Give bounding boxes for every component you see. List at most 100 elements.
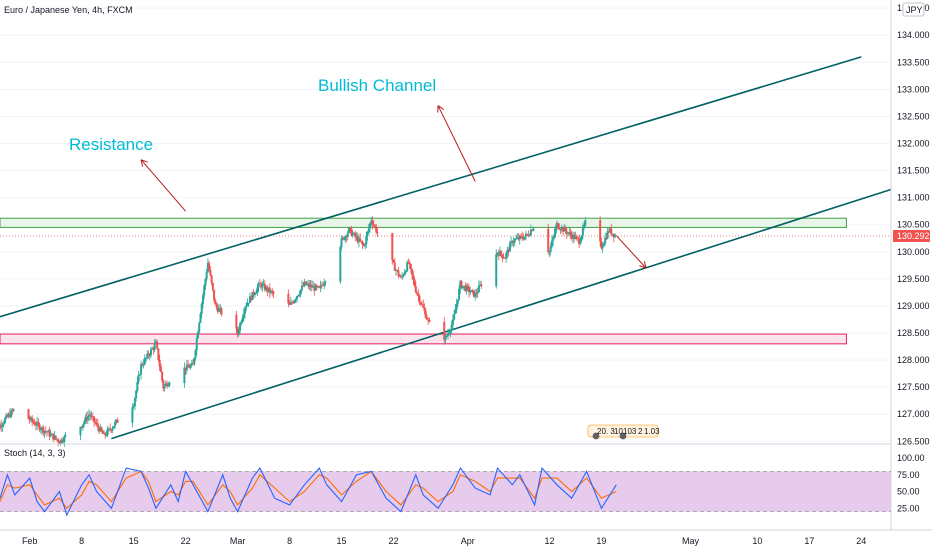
time-tick-label: 19: [596, 536, 606, 546]
candle-up: [3, 418, 6, 424]
candle-up: [99, 427, 102, 432]
candle-up: [205, 272, 208, 280]
candle-up: [347, 227, 350, 233]
candle-up: [366, 231, 369, 236]
candle-down: [468, 287, 471, 293]
candle-up: [549, 246, 552, 252]
candle-up: [451, 319, 454, 326]
candle-up: [319, 285, 322, 288]
candle-down: [162, 380, 165, 389]
candle-up: [132, 406, 135, 408]
candle-down: [28, 419, 31, 421]
resistance-label: Resistance: [69, 135, 153, 154]
candle-down: [376, 232, 379, 234]
candle-down: [263, 283, 266, 290]
candle-down: [315, 285, 318, 287]
candle-up: [49, 433, 52, 437]
event-badge-3: 103: [623, 427, 637, 436]
candle-up: [5, 415, 8, 419]
price-scale[interactable]: [891, 0, 932, 530]
candle-down: [419, 302, 422, 304]
candle-up: [300, 285, 303, 290]
currency-badge[interactable]: [902, 2, 925, 17]
candle-up: [444, 336, 447, 341]
candle-down: [576, 237, 579, 239]
candle-up: [395, 270, 397, 271]
candle-up: [583, 224, 586, 227]
candle-up: [453, 313, 456, 320]
candle-down: [213, 289, 216, 301]
candle-up: [601, 246, 604, 249]
time-tick-label: 15: [129, 536, 139, 546]
stoch-tick-label: 75.00: [897, 470, 920, 480]
arrow-shaft: [615, 235, 647, 269]
currency-badge-label: JPY: [906, 5, 923, 15]
price-tick-label: 129.500: [897, 274, 930, 284]
candle-up: [346, 232, 349, 237]
candle-up: [479, 284, 482, 286]
candle-up: [10, 410, 13, 417]
candle-up: [574, 236, 577, 239]
candle-up: [136, 381, 139, 391]
candle-down: [411, 268, 414, 276]
candle-up: [83, 421, 86, 425]
candle-up: [309, 284, 312, 288]
candle-down: [418, 295, 421, 303]
candle-up: [265, 286, 268, 290]
arrow-shaft: [437, 105, 476, 182]
candle-down: [98, 427, 100, 432]
candle-up: [39, 429, 42, 431]
candle-down: [58, 442, 61, 444]
time-tick-label: 10: [752, 536, 762, 546]
candle-up: [194, 350, 197, 359]
candle-down: [152, 348, 155, 350]
candle-down: [472, 290, 475, 297]
price-tick-label: 134.000: [897, 30, 930, 40]
candle-up: [244, 307, 247, 314]
candle-down: [480, 284, 483, 287]
candle-up: [470, 290, 473, 292]
time-axis-ticks[interactable]: Feb 8 15 22 Mar 8 15 22 Apr 12 19 May 10 17 24: [22, 536, 866, 546]
candle-up: [189, 365, 192, 369]
candle-up: [495, 254, 498, 287]
candle-down: [412, 275, 415, 280]
candle-down: [291, 302, 294, 304]
candle-down: [422, 304, 425, 308]
candle-up: [455, 303, 458, 310]
candle-up: [88, 414, 91, 417]
candle-down: [91, 415, 94, 417]
candle-up: [199, 313, 202, 323]
candle-up: [506, 249, 509, 254]
event-badges[interactable]: 20. 3 10 103 2 1.03: [587, 424, 660, 440]
candle-up: [324, 281, 327, 284]
event-badge-4: 2: [638, 427, 643, 436]
candle-down: [343, 237, 346, 240]
candle-up: [364, 244, 367, 246]
candle-up: [253, 293, 256, 296]
candle-up: [402, 275, 405, 276]
candle-down: [460, 281, 463, 288]
candle-down: [547, 228, 550, 253]
candle-up: [567, 232, 570, 234]
candle-down: [187, 364, 190, 367]
candle-up: [465, 285, 468, 291]
candle-down: [612, 233, 615, 238]
candle-up: [355, 236, 358, 238]
candle-up: [458, 288, 461, 300]
candle-down: [250, 296, 253, 301]
candle-down: [517, 237, 520, 240]
candle-up: [43, 430, 46, 433]
candle-down: [159, 366, 162, 372]
candle-down: [48, 430, 51, 437]
candle-down: [292, 302, 295, 304]
candle-down: [214, 300, 217, 305]
candle-up: [496, 252, 499, 255]
candle-down: [27, 409, 30, 420]
candle-up: [262, 283, 265, 285]
candle-up: [115, 419, 118, 423]
candle-down: [308, 283, 311, 288]
candle-up: [548, 251, 551, 253]
price-tick-label: 133.000: [897, 84, 930, 94]
candle-down: [110, 429, 113, 431]
